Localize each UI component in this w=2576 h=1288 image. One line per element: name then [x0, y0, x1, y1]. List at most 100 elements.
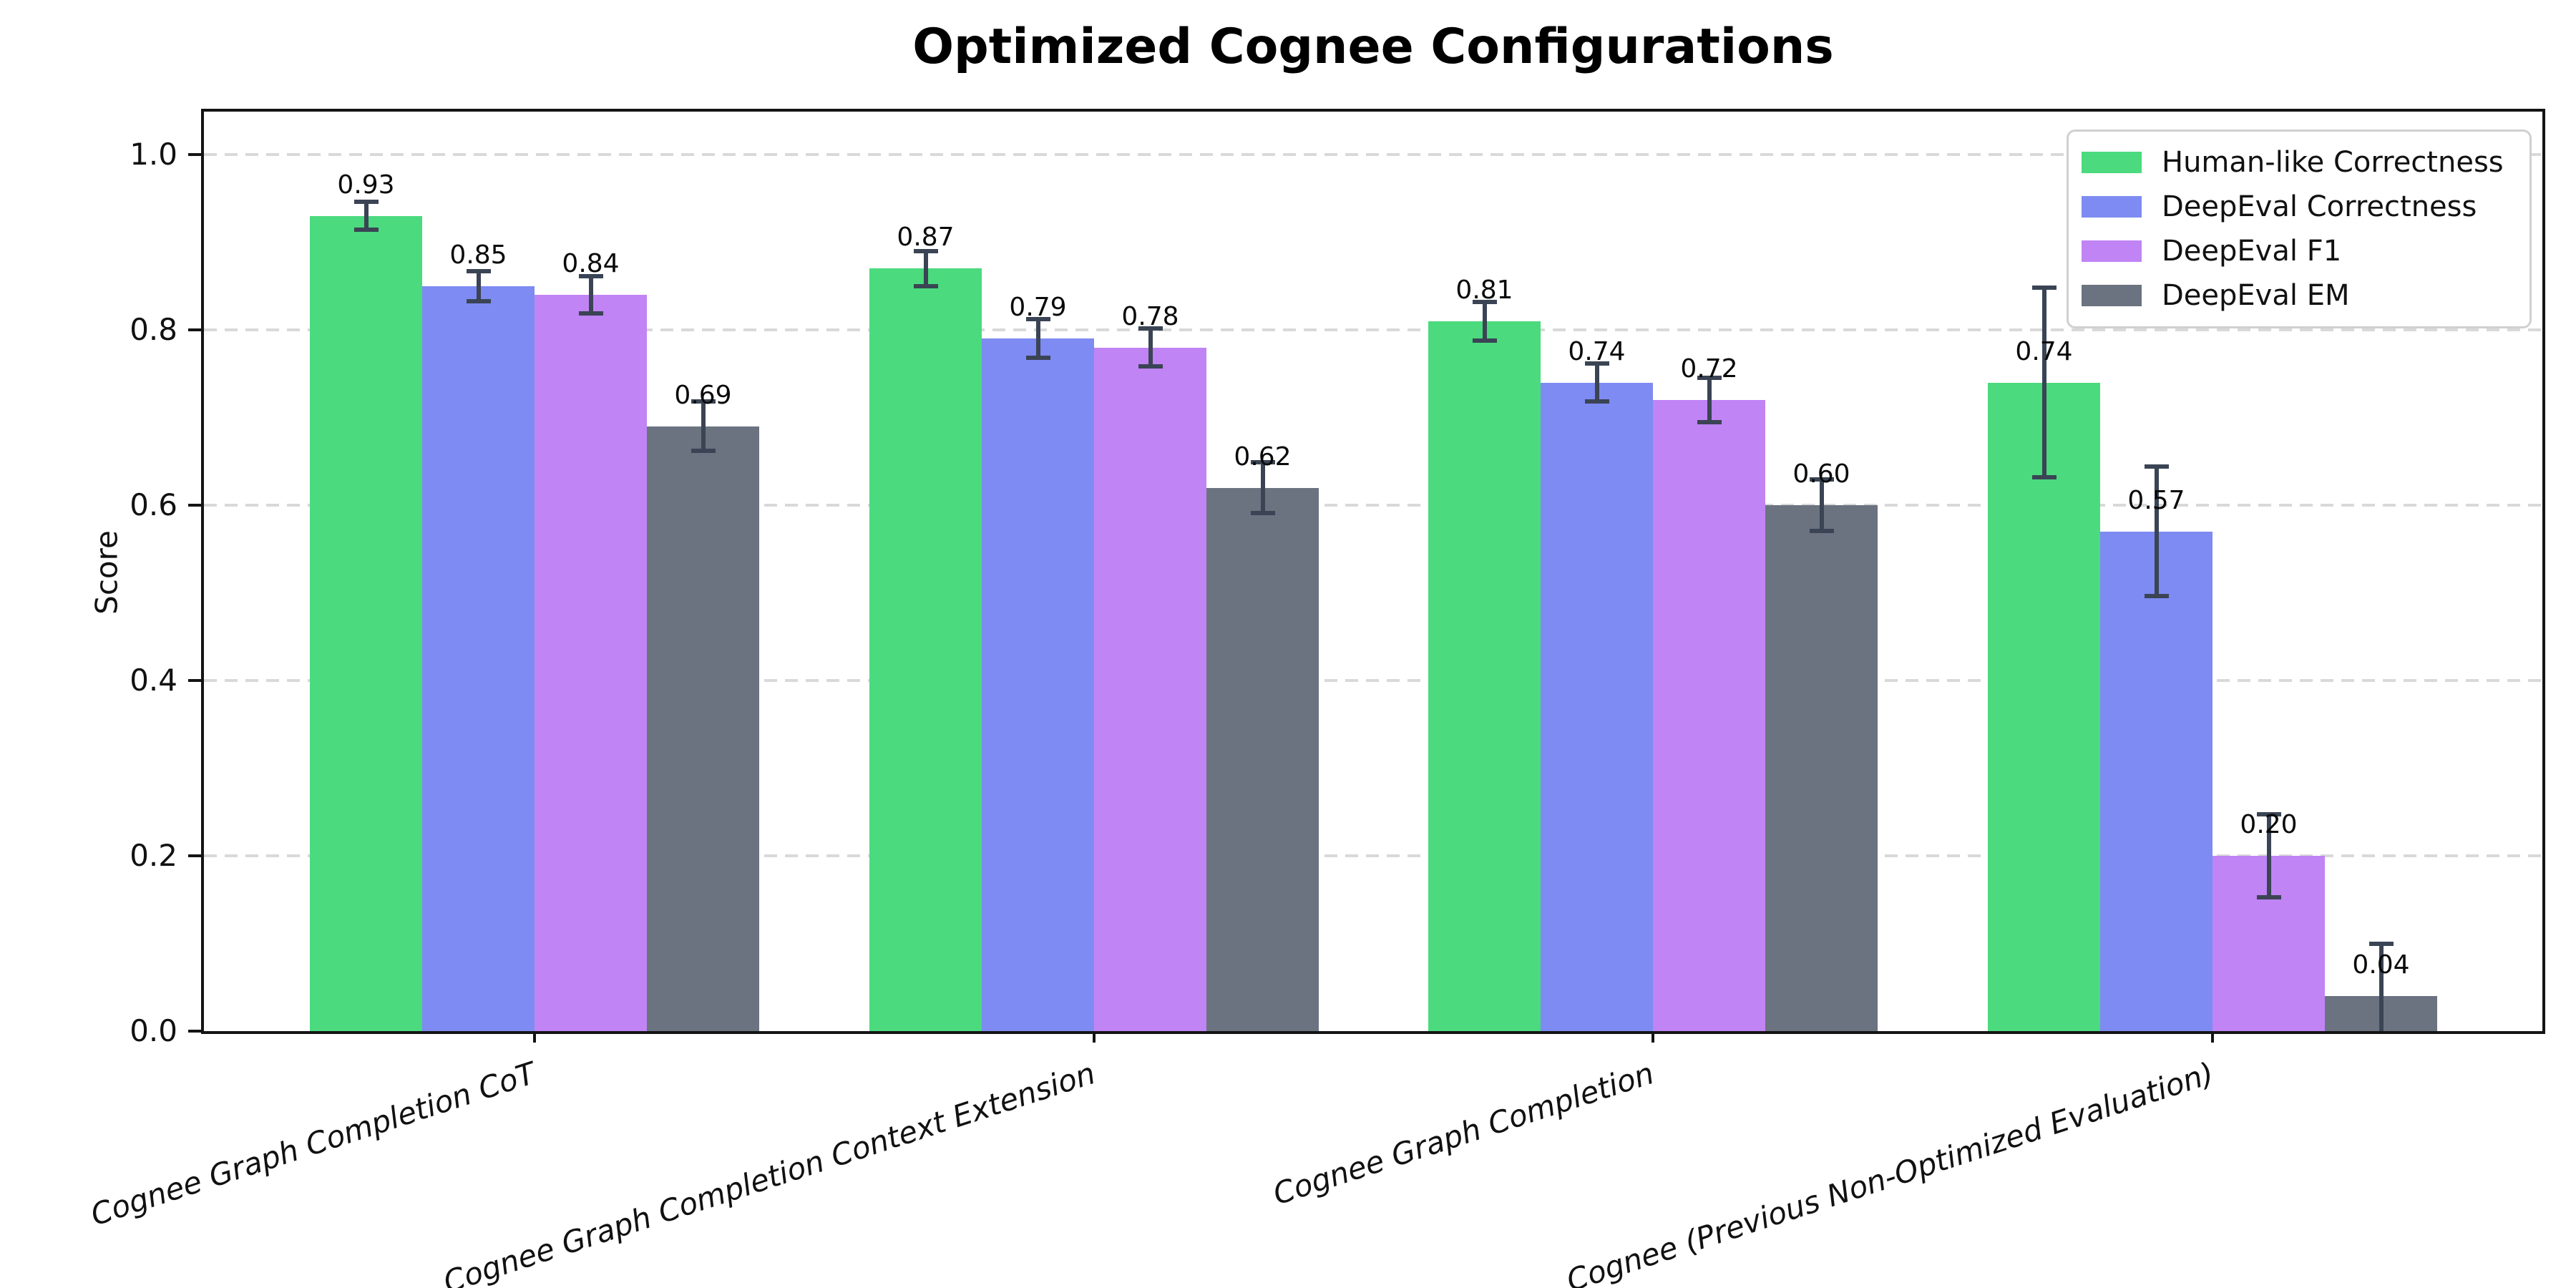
error-bar	[2154, 467, 2159, 597]
y-tick-label: 0.8	[130, 312, 177, 347]
bar-deepeval-correctness	[422, 286, 535, 1031]
y-tick-label: 0.0	[130, 1013, 177, 1048]
error-bar	[1035, 319, 1040, 358]
error-bar	[1148, 328, 1153, 367]
bar-human-like-correctness	[869, 268, 982, 1031]
bar-deepeval-correctness	[982, 338, 1094, 1031]
bar-value-label: 0.79	[1009, 293, 1067, 323]
error-bar-cap-top	[1809, 477, 1834, 482]
bar-value-label: 0.81	[1455, 275, 1513, 305]
legend: Human-like Correctness DeepEval Correctne…	[2067, 130, 2532, 328]
legend-swatch-human-like-correctness	[2082, 152, 2142, 173]
error-bar	[588, 276, 593, 313]
error-bar	[701, 401, 706, 452]
error-bar	[476, 270, 481, 301]
error-bar-cap-bottom	[353, 228, 379, 233]
error-bar-cap-top	[353, 200, 379, 205]
error-bar	[1482, 301, 1487, 341]
bar-value-label: 0.87	[897, 223, 955, 253]
gridline	[204, 504, 2542, 507]
bar-value-label: 0.72	[1680, 354, 1738, 384]
y-tick-label: 0.4	[130, 663, 177, 698]
error-bar-cap-top	[1584, 361, 1609, 366]
legend-label: Human-like Correctness	[2162, 146, 2504, 179]
x-tick-mark	[533, 1031, 536, 1043]
gridline	[204, 679, 2542, 682]
bar-deepeval-correctness	[2100, 531, 2212, 1031]
legend-label: DeepEval F1	[2162, 235, 2342, 268]
error-bar-cap-top	[1138, 326, 1163, 331]
y-tick-mark	[188, 153, 204, 156]
bar-value-label: 0.78	[1121, 301, 1179, 331]
x-tick-label: Cognee (Previous Non-Optimized Evaluatio…	[1561, 1055, 2218, 1288]
error-bar-cap-bottom	[913, 283, 938, 288]
y-tick-mark	[188, 504, 204, 507]
error-bar-cap-top	[1250, 459, 1275, 464]
x-tick-mark	[2211, 1031, 2214, 1043]
y-tick-label: 1.0	[130, 137, 177, 172]
bar-human-like-correctness	[310, 215, 422, 1031]
bar-value-label: 0.60	[1792, 459, 1850, 489]
error-bar-cap-top	[2256, 812, 2281, 817]
y-tick-mark	[188, 854, 204, 857]
y-tick-mark	[188, 679, 204, 682]
error-bar-cap-top	[466, 268, 491, 273]
error-bar-cap-top	[1472, 299, 1497, 304]
bar-deepeval-em	[647, 426, 759, 1031]
legend-label: DeepEval Correctness	[2162, 190, 2477, 223]
error-bar-cap-bottom	[2256, 894, 2281, 899]
bar-deepeval-correctness	[1541, 382, 1653, 1031]
bar-deepeval-em	[1765, 505, 1878, 1031]
bar-value-label: 0.74	[1568, 336, 1626, 366]
error-bar-cap-top	[2031, 286, 2057, 291]
legend-item: DeepEval EM	[2082, 273, 2529, 318]
error-bar	[2266, 814, 2271, 897]
x-tick-label: Cognee Graph Completion	[1269, 1055, 1659, 1212]
x-tick-mark	[1093, 1031, 1096, 1043]
x-tick-label: Cognee Graph Completion CoT	[86, 1055, 540, 1233]
error-bar-cap-bottom	[578, 311, 603, 316]
error-bar	[923, 250, 928, 286]
legend-item: DeepEval Correctness	[2082, 185, 2529, 229]
error-bar	[1707, 378, 1712, 422]
gridline	[204, 153, 2542, 156]
error-bar-cap-top	[1697, 376, 1722, 381]
error-bar-cap-bottom	[1025, 356, 1050, 361]
error-bar	[1260, 462, 1265, 514]
x-tick-mark	[1652, 1031, 1654, 1043]
bar-value-label: 0.57	[2127, 485, 2185, 515]
bar-value-label: 0.93	[337, 170, 395, 200]
legend-swatch-deepeval-f1	[2082, 240, 2142, 262]
legend-item: DeepEval F1	[2082, 229, 2529, 273]
error-bar-cap-bottom	[466, 298, 491, 303]
error-bar-cap-bottom	[1809, 528, 1834, 533]
bar-deepeval-em	[1206, 487, 1319, 1031]
legend-label: DeepEval EM	[2162, 279, 2350, 312]
error-bar-cap-bottom	[2144, 594, 2169, 599]
error-bar-cap-top	[1025, 317, 1050, 322]
bar-value-label: 0.04	[2352, 950, 2410, 980]
error-bar-cap-bottom	[2031, 474, 2057, 479]
error-bar-cap-bottom	[1250, 511, 1275, 516]
error-bar	[2379, 943, 2384, 1031]
error-bar-cap-top	[691, 399, 716, 404]
bar-value-label: 0.84	[562, 249, 620, 278]
error-bar-cap-bottom	[1138, 364, 1163, 369]
error-bar-cap-bottom	[691, 449, 716, 454]
x-tick-label: Cognee Graph Completion Context Extensio…	[439, 1055, 1100, 1288]
bar-human-like-correctness	[1428, 321, 1541, 1031]
error-bar-cap-bottom	[1697, 419, 1722, 424]
gridline	[204, 328, 2542, 331]
bar-deepeval-f1	[535, 295, 647, 1031]
error-bar-cap-top	[913, 248, 938, 253]
y-tick-mark	[188, 328, 204, 331]
y-tick-label: 0.6	[130, 487, 177, 522]
error-bar-cap-top	[2144, 464, 2169, 469]
bar-value-label: 0.69	[674, 380, 732, 410]
bar-value-label: 0.85	[449, 240, 507, 270]
bar-value-label: 0.20	[2240, 810, 2298, 839]
bar-human-like-correctness	[1988, 382, 2100, 1031]
error-bar-cap-top	[578, 274, 603, 279]
y-tick-mark	[188, 1030, 204, 1033]
